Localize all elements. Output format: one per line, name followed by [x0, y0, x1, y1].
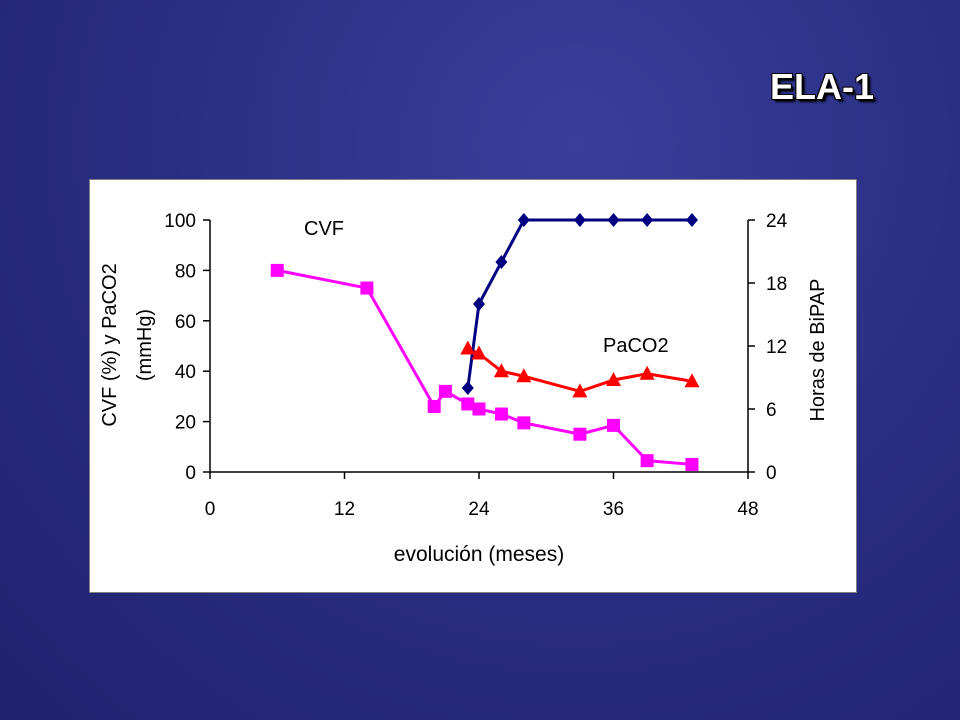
- data-point-triangle: [572, 383, 588, 398]
- y-tick-label: 100: [164, 211, 196, 232]
- data-point-diamond: [461, 381, 474, 395]
- x-tick-label: 36: [603, 499, 624, 520]
- y2-axis-label: Horas de BiPAP: [807, 278, 829, 421]
- series-label-paco2: PaCO2: [603, 335, 669, 357]
- data-point-triangle: [684, 373, 700, 388]
- data-point-square: [517, 416, 531, 430]
- y-axis-label-line2: (mmHg): [134, 309, 156, 381]
- y2-tick-label: 12: [766, 337, 787, 358]
- data-point-square: [360, 281, 374, 295]
- data-point-triangle: [639, 365, 655, 380]
- y-tick-label: 40: [175, 362, 196, 383]
- data-point-square: [607, 418, 620, 432]
- x-axis-label: evolución (meses): [394, 543, 564, 566]
- data-point-square: [270, 263, 284, 277]
- data-point-diamond: [473, 297, 485, 311]
- series-label-cvf: CVF: [304, 218, 344, 240]
- data-point-square: [472, 402, 486, 416]
- x-tick-label: 48: [737, 499, 758, 520]
- y-tick-label: 60: [175, 312, 196, 333]
- data-point-square: [438, 384, 452, 398]
- chart-panel: 0 12 24 36 48 0 20 40 60 80 100 0 6 12 18 24 CVF PaCO2 …: [89, 179, 857, 593]
- data-point-square: [494, 407, 508, 421]
- data-point-square: [685, 457, 699, 471]
- data-point-square: [573, 427, 587, 441]
- data-point-diamond: [685, 213, 698, 227]
- y2-tick-label: 0: [766, 463, 777, 484]
- data-point-diamond: [573, 213, 586, 227]
- y-tick-label: 0: [185, 463, 196, 484]
- y2-tick-label: 24: [766, 211, 788, 232]
- y2-tick-label: 6: [766, 400, 777, 421]
- data-point-triangle: [460, 340, 476, 355]
- data-point-square: [461, 397, 475, 411]
- x-tick-label: 24: [468, 499, 490, 520]
- data-point-triangle: [606, 372, 621, 387]
- data-point-triangle: [471, 345, 487, 360]
- series-line-2: [466, 218, 692, 389]
- x-tick-label: 12: [334, 499, 355, 520]
- x-tick-label: 0: [205, 499, 216, 520]
- data-point-square: [640, 454, 654, 468]
- data-point-square: [427, 399, 441, 413]
- data-point-diamond: [495, 255, 508, 269]
- y-tick-label: 80: [175, 261, 196, 282]
- y2-tick-label: 18: [766, 274, 787, 295]
- y-tick-label: 20: [175, 413, 196, 434]
- data-point-diamond: [517, 213, 530, 227]
- data-point-diamond: [607, 213, 620, 227]
- y-axis-label-line1: CVF (%) y PaCO2: [99, 263, 121, 426]
- data-point-diamond: [641, 213, 654, 227]
- series-line-0: [276, 268, 693, 466]
- data-point-triangle: [516, 368, 532, 383]
- data-point-triangle: [493, 363, 509, 378]
- slide-title: ELA-1: [770, 66, 875, 107]
